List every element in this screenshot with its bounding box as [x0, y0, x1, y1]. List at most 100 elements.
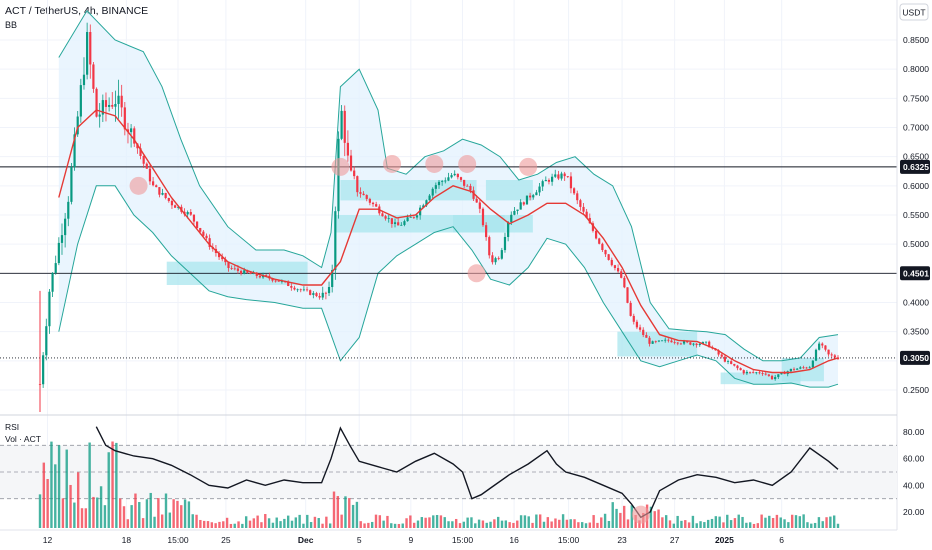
- volume-bar: [210, 522, 214, 528]
- candle: [660, 340, 664, 342]
- volume-bar: [664, 515, 668, 528]
- candle: [123, 102, 126, 136]
- volume-bar: [527, 516, 530, 528]
- candle-body: [199, 228, 202, 232]
- bollinger-lower-band: [58, 185, 839, 388]
- candle-body: [236, 268, 240, 271]
- volume-bar: [474, 523, 477, 528]
- candle: [189, 209, 192, 216]
- candle-body: [287, 281, 290, 287]
- candle: [632, 313, 635, 325]
- candle: [808, 365, 811, 369]
- volume-bar: [745, 522, 748, 528]
- candle-body: [425, 200, 428, 206]
- candle-body: [682, 341, 686, 344]
- candle-body: [177, 206, 180, 208]
- volume-bar: [611, 502, 614, 528]
- candle: [638, 324, 642, 332]
- candle: [315, 291, 318, 298]
- candle: [155, 184, 158, 188]
- candle-body: [469, 185, 472, 191]
- candle: [296, 288, 299, 293]
- time-axis[interactable]: 12 18 15:00 25 Dec 5 9 15:00 16 15:00 23 27 2025 6: [43, 535, 785, 545]
- volume-bar: [271, 522, 275, 528]
- candle-body: [290, 286, 293, 288]
- volume-bar: [477, 519, 481, 528]
- candle-body: [362, 193, 365, 196]
- candle-body: [830, 354, 833, 356]
- candle-body: [192, 214, 196, 222]
- volume-bar: [680, 520, 683, 528]
- symbol-title[interactable]: ACT / TetherUS, 4h, BINANCE: [5, 5, 148, 17]
- volume-bar: [821, 521, 824, 528]
- candle-body: [563, 173, 566, 177]
- volume-bar: [50, 441, 53, 528]
- volume-label[interactable]: Vol · ACT: [5, 434, 41, 444]
- candle-body: [560, 173, 563, 179]
- candle: [572, 187, 576, 196]
- indicator-label[interactable]: BB: [5, 20, 17, 30]
- candle: [739, 367, 742, 371]
- candle-body: [92, 64, 95, 89]
- price-axis[interactable]: USDT 0.8500 0.8000 0.7500 0.7000 0.6500 0.600…: [896, 0, 930, 530]
- volume-bar: [764, 517, 767, 528]
- candle-body: [767, 374, 770, 376]
- candle: [579, 198, 582, 211]
- candle-body: [145, 163, 148, 169]
- candle: [302, 286, 306, 292]
- candle: [594, 229, 598, 240]
- candle: [437, 180, 441, 189]
- candle-body: [689, 342, 692, 345]
- candle: [111, 92, 114, 110]
- volume-bar: [466, 517, 469, 528]
- volume-bar: [214, 523, 217, 528]
- candle: [651, 340, 654, 344]
- volume-bar: [96, 497, 99, 528]
- volume-bar: [504, 520, 508, 528]
- candle: [821, 342, 824, 349]
- candle: [601, 242, 604, 253]
- candle: [805, 366, 808, 369]
- candle-body: [686, 341, 689, 343]
- marked-point: [129, 176, 148, 195]
- rsi-label[interactable]: RSI: [5, 422, 19, 432]
- candle-body: [48, 291, 51, 327]
- volume-bar: [199, 519, 202, 528]
- candle: [227, 261, 230, 272]
- candle: [745, 370, 748, 376]
- candle-body: [808, 367, 811, 369]
- candle: [532, 193, 535, 200]
- volume-bar: [286, 515, 290, 528]
- price-tick-label: 0.4000: [903, 298, 929, 308]
- currency-label[interactable]: USDT: [902, 8, 925, 18]
- price-tick-label: 0.7500: [903, 93, 929, 103]
- volume-bar: [741, 516, 744, 528]
- volume-bar: [241, 523, 244, 528]
- candle-body: [42, 355, 45, 385]
- volume-bar: [580, 522, 584, 528]
- volume-bar: [577, 522, 580, 528]
- candle-body: [230, 268, 233, 269]
- candle-body: [676, 342, 679, 344]
- candle: [792, 367, 796, 372]
- marked-point: [458, 154, 477, 173]
- candle: [623, 275, 626, 289]
- volume-bar: [283, 518, 286, 528]
- candle-body: [755, 372, 758, 374]
- candle-body: [726, 361, 730, 362]
- candle: [318, 292, 321, 300]
- candle-body: [494, 258, 497, 263]
- volume-bar: [332, 491, 336, 528]
- candle-body: [309, 290, 312, 295]
- candle-body: [827, 349, 830, 355]
- candle: [613, 264, 617, 271]
- candle-body: [695, 343, 698, 346]
- candle-body: [114, 103, 117, 107]
- candle: [576, 190, 579, 205]
- candle: [384, 214, 387, 221]
- candle: [774, 374, 777, 381]
- candle: [393, 218, 397, 228]
- volume-bar: [260, 522, 263, 528]
- candle-body: [164, 193, 167, 198]
- volume-bar: [722, 522, 725, 528]
